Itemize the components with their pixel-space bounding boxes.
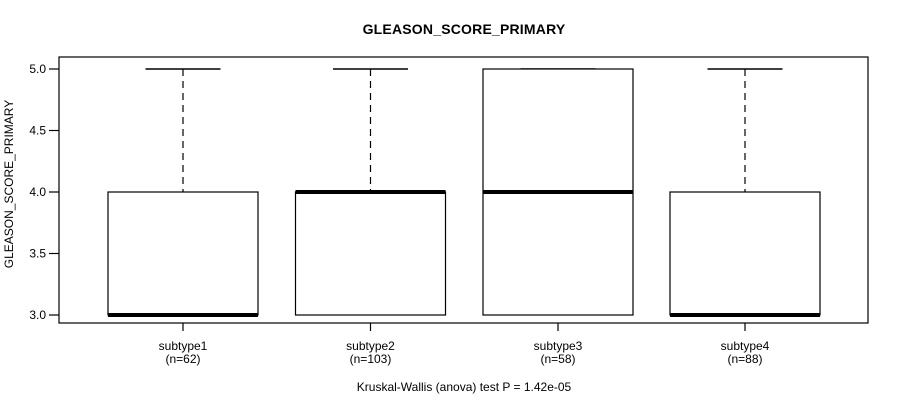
y-axis-tick-label: 3.0 [29,308,46,322]
group-n-label: (n=62) [165,352,200,366]
iqr-box [294,191,447,316]
group-label: subtype3 [534,339,583,353]
group-label: subtype4 [721,339,770,353]
group-n-label: (n=58) [540,352,575,366]
group-n-label: (n=88) [727,352,762,366]
statistical-test-caption: Kruskal-Wallis (anova) test P = 1.42e-05 [356,380,572,394]
group-label: subtype1 [159,339,208,353]
chart-title: GLEASON_SCORE_PRIMARY [362,21,566,37]
iqr-box [669,191,821,316]
y-axis-tick-label: 3.5 [29,247,46,261]
plot-frame [58,56,869,324]
y-axis-tick-label: 4.0 [29,185,46,199]
group-n-label: (n=103) [350,352,392,366]
iqr-box [107,191,259,316]
y-axis-tick-label: 5.0 [29,62,46,76]
y-axis-label: GLEASON_SCORE_PRIMARY [2,100,16,269]
group-label: subtype2 [346,339,395,353]
y-axis-tick-label: 4.5 [29,124,46,138]
